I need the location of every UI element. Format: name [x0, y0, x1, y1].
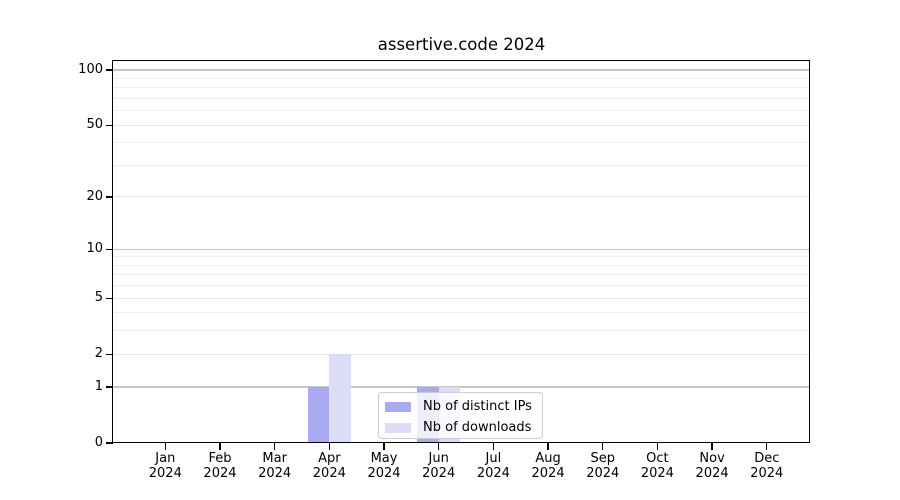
y-gridline-10	[113, 248, 810, 250]
y-tick-20	[106, 196, 113, 198]
y-minor-gridline-6	[113, 285, 810, 287]
y-tick-1	[106, 386, 113, 388]
y-minor-gridline-60	[113, 110, 810, 112]
legend: Nb of distinct IPs Nb of downloads	[378, 392, 543, 439]
y-tick-label-20: 20	[86, 188, 103, 204]
y-minor-gridline-30	[113, 164, 810, 166]
x-tick-label-jun: Jun 2024	[422, 451, 456, 481]
x-tick-dec	[766, 443, 768, 450]
y-minor-gridline-3	[113, 330, 810, 332]
y-minor-gridline-40	[113, 142, 810, 144]
x-tick-jan	[164, 443, 166, 450]
bar-nb-of-distinct-ips-apr	[307, 386, 330, 443]
y-tick-label-2: 2	[94, 346, 103, 362]
y-tick-10	[106, 248, 113, 250]
y-tick-5	[106, 297, 113, 299]
y-tick-100	[106, 69, 113, 71]
x-tick-label-feb: Feb 2024	[203, 451, 237, 481]
y-minor-gridline-8	[113, 264, 810, 266]
x-tick-sep	[602, 443, 604, 450]
y-minor-gridline-7	[113, 274, 810, 276]
y-tick-label-1: 1	[94, 378, 103, 394]
bar-nb-of-downloads-apr	[329, 354, 352, 443]
y-minor-gridline-4	[113, 312, 810, 314]
x-tick-label-dec: Dec 2024	[750, 451, 784, 481]
x-tick-label-mar: Mar 2024	[258, 451, 292, 481]
x-tick-apr	[328, 443, 330, 450]
y-tick-label-0: 0	[94, 435, 103, 450]
x-tick-mar	[274, 443, 276, 450]
legend-item-distinct-ips: Nb of distinct IPs	[385, 396, 542, 417]
x-tick-label-nov: Nov 2024	[695, 451, 729, 481]
x-tick-label-oct: Oct 2024	[640, 451, 674, 481]
x-tick-label-aug: Aug 2024	[531, 451, 565, 481]
y-minor-gridline-70	[113, 97, 810, 99]
x-tick-label-may: May 2024	[367, 451, 401, 481]
y-tick-label-50: 50	[86, 117, 103, 133]
x-tick-jun	[438, 443, 440, 450]
legend-label-distinct-ips: Nb of distinct IPs	[423, 399, 532, 414]
x-tick-label-sep: Sep 2024	[586, 451, 620, 481]
x-tick-aug	[547, 443, 549, 450]
y-minor-gridline-9	[113, 256, 810, 258]
x-tick-label-jul: Jul 2024	[476, 451, 510, 481]
y-tick-label-10: 10	[86, 241, 103, 257]
legend-swatch-distinct-ips	[385, 401, 411, 412]
y-tick-50	[106, 124, 113, 126]
y-gridline-2	[113, 353, 810, 355]
y-gridline-100	[113, 69, 810, 71]
y-tick-2	[106, 353, 113, 355]
x-tick-label-apr: Apr 2024	[312, 451, 346, 481]
legend-swatch-downloads	[385, 422, 411, 433]
x-tick-feb	[219, 443, 221, 450]
legend-label-downloads: Nb of downloads	[423, 420, 532, 435]
y-minor-gridline-90	[113, 77, 810, 79]
y-minor-gridline-80	[113, 87, 810, 89]
y-tick-0	[106, 442, 113, 444]
x-tick-jul	[492, 443, 495, 450]
y-gridline-1	[113, 386, 810, 388]
y-gridline-5	[113, 297, 810, 299]
chart-title: assertive.code 2024	[377, 35, 546, 54]
y-tick-label-5: 5	[94, 290, 103, 306]
y-gridline-50	[113, 124, 810, 126]
legend-item-downloads: Nb of downloads	[385, 417, 542, 438]
x-tick-nov	[711, 443, 713, 450]
y-gridline-20	[113, 196, 810, 198]
x-tick-may	[383, 443, 385, 450]
x-tick-oct	[656, 443, 659, 450]
y-tick-label-100: 100	[78, 62, 103, 77]
x-tick-label-jan: Jan 2024	[148, 451, 182, 481]
